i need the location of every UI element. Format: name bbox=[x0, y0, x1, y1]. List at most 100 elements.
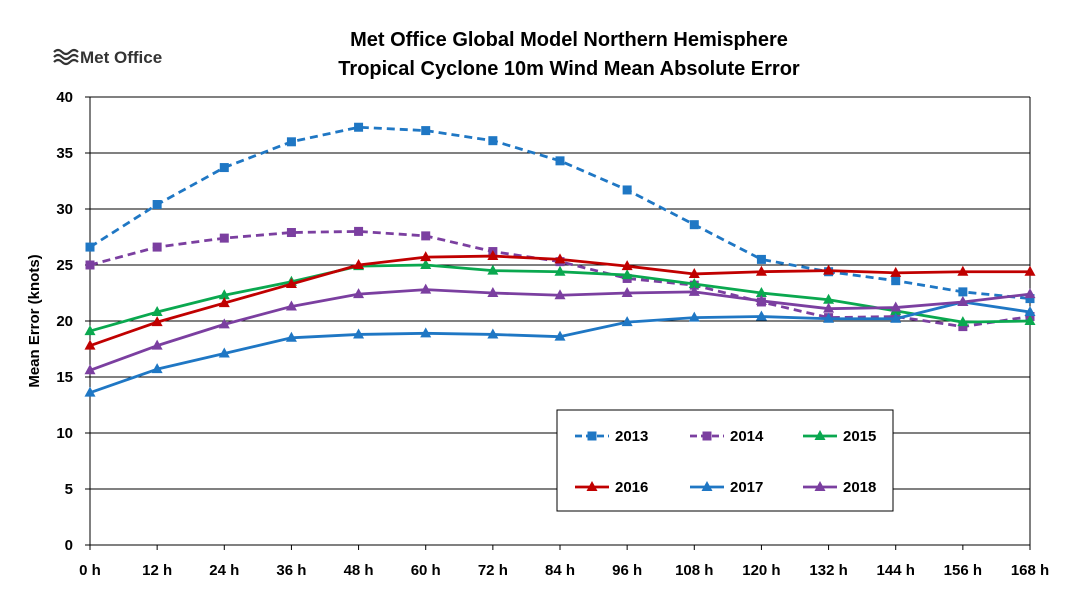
legend-swatch-marker bbox=[814, 481, 826, 491]
data-point-2015 bbox=[621, 269, 633, 280]
x-tick-label: 24 h bbox=[209, 562, 239, 579]
data-point-2016 bbox=[957, 265, 969, 276]
data-point-2013 bbox=[756, 254, 766, 264]
data-point-2018 bbox=[1024, 288, 1036, 299]
data-point-2013 bbox=[689, 220, 699, 230]
data-point-2018 bbox=[823, 302, 835, 313]
x-tick-label: 156 h bbox=[944, 562, 982, 579]
legend-swatch-marker bbox=[701, 481, 713, 491]
data-point-2016 bbox=[755, 265, 767, 276]
data-point-2016 bbox=[487, 250, 499, 261]
x-tick-label: 132 h bbox=[809, 562, 847, 579]
x-tick-label: 48 h bbox=[344, 562, 374, 579]
data-point-2013 bbox=[152, 200, 162, 210]
data-point-2017 bbox=[1024, 306, 1036, 317]
y-tick-label: 5 bbox=[65, 481, 73, 498]
legend-label: 2013 bbox=[615, 428, 648, 445]
x-tick-labels: 0 h 12 h 24 h 36 h 48 h 60 h 72 h 84 h 96 h 108 h… bbox=[79, 562, 1049, 579]
data-point-2013 bbox=[421, 126, 431, 136]
data-point-2016 bbox=[823, 264, 835, 275]
data-point-2013 bbox=[354, 122, 364, 132]
data-point-2017 bbox=[755, 310, 767, 321]
data-point-2016 bbox=[151, 316, 163, 327]
series-lines bbox=[84, 122, 1036, 397]
data-point-2018 bbox=[487, 287, 499, 297]
legend-label: 2016 bbox=[615, 479, 648, 496]
y-tick-label: 20 bbox=[56, 313, 73, 330]
data-point-2016 bbox=[688, 267, 700, 278]
x-tick-label: 144 h bbox=[877, 562, 915, 579]
legend-swatch-marker bbox=[702, 431, 712, 441]
data-point-2013 bbox=[488, 136, 498, 146]
data-point-2013 bbox=[1025, 294, 1035, 304]
data-point-2017 bbox=[823, 312, 835, 323]
data-point-2014 bbox=[219, 233, 229, 243]
legend-item-2016: 2016 bbox=[575, 479, 648, 496]
x-tick-label: 36 h bbox=[276, 562, 306, 579]
x-tick-label: 12 h bbox=[142, 562, 172, 579]
x-tick-label: 168 h bbox=[1011, 562, 1049, 579]
legend-item-2014: 2014 bbox=[690, 428, 764, 445]
legend-item-2015: 2015 bbox=[803, 428, 876, 445]
x-tick-label: 96 h bbox=[612, 562, 642, 579]
data-point-2013 bbox=[219, 163, 229, 173]
data-point-2016 bbox=[84, 339, 96, 350]
data-point-2017 bbox=[420, 327, 432, 338]
data-point-2018 bbox=[890, 301, 902, 312]
met-office-logo: Met Office bbox=[53, 48, 162, 67]
data-point-2016 bbox=[621, 260, 633, 271]
data-point-2017 bbox=[285, 331, 297, 342]
data-point-2017 bbox=[890, 312, 902, 323]
legend-item-2018: 2018 bbox=[803, 479, 876, 496]
data-point-2016 bbox=[353, 259, 365, 269]
chart-title: Met Office Global Model Northern Hemisph… bbox=[350, 29, 788, 51]
data-point-2018 bbox=[688, 285, 700, 296]
data-point-2016 bbox=[1024, 265, 1036, 276]
series-2013 bbox=[85, 122, 1035, 304]
data-point-2016 bbox=[554, 253, 566, 264]
data-point-2017 bbox=[621, 316, 633, 327]
chart-subtitle: Tropical Cyclone 10m Wind Mean Absolute … bbox=[338, 58, 800, 80]
legend-label: 2017 bbox=[730, 479, 763, 496]
data-point-2013 bbox=[891, 276, 901, 286]
legend-box bbox=[556, 409, 894, 512]
data-point-2015 bbox=[755, 287, 767, 297]
data-point-2017 bbox=[554, 330, 566, 341]
legend-item-2013: 2013 bbox=[575, 428, 648, 445]
data-point-2018 bbox=[554, 289, 566, 300]
series-2018 bbox=[84, 283, 1036, 375]
data-point-2018 bbox=[420, 283, 432, 294]
data-point-2015 bbox=[487, 264, 499, 275]
data-point-2015 bbox=[218, 289, 230, 300]
data-point-2015 bbox=[823, 293, 835, 304]
data-point-2017 bbox=[353, 328, 365, 339]
data-point-2018 bbox=[353, 288, 365, 299]
met-office-logo-icon bbox=[53, 48, 79, 66]
y-axis-title: Mean Error (knots) bbox=[26, 254, 43, 387]
data-point-2013 bbox=[85, 242, 95, 252]
y-tick-label: 0 bbox=[65, 537, 73, 554]
data-point-2018 bbox=[84, 364, 96, 375]
data-point-2017 bbox=[487, 328, 499, 339]
legend-swatch-marker bbox=[814, 430, 826, 440]
y-tick-label: 10 bbox=[56, 425, 73, 442]
data-point-2013 bbox=[286, 137, 296, 147]
data-point-2017 bbox=[688, 311, 700, 322]
data-point-2015 bbox=[420, 259, 432, 269]
y-tick-label: 25 bbox=[56, 257, 73, 274]
y-tick-label: 40 bbox=[56, 89, 73, 106]
data-point-2018 bbox=[285, 300, 297, 311]
x-tick-label: 84 h bbox=[545, 562, 575, 579]
data-point-2018 bbox=[151, 339, 163, 350]
data-point-2014 bbox=[354, 226, 364, 236]
data-point-2014 bbox=[421, 231, 431, 241]
legend-label: 2015 bbox=[843, 428, 876, 445]
data-point-2014 bbox=[958, 322, 968, 332]
data-point-2018 bbox=[755, 294, 767, 305]
series-2016 bbox=[84, 250, 1036, 350]
data-point-2015 bbox=[84, 325, 96, 336]
series-2017 bbox=[84, 295, 1036, 397]
data-point-2013 bbox=[622, 185, 632, 195]
legend-swatch-marker bbox=[587, 431, 597, 441]
